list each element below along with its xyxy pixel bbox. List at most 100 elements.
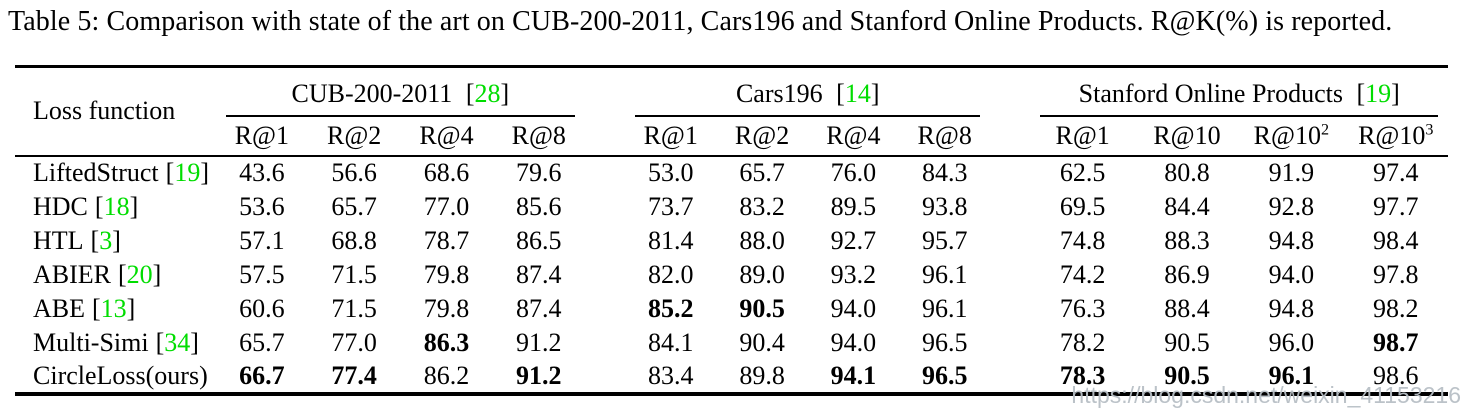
col-header-sup: 3	[1425, 120, 1434, 138]
metric-cell: 91.9	[1268, 158, 1315, 187]
metric-cell: 86.5	[516, 225, 562, 255]
metric-cell: 96.1	[921, 293, 968, 323]
metric-cell: 93.2	[830, 259, 877, 289]
citation: [19]	[1356, 78, 1400, 108]
citation: [28]	[465, 78, 510, 108]
metric-cell: 90.5	[1164, 360, 1210, 390]
metric-cell: 88.4	[1164, 293, 1210, 323]
citation: [18]	[94, 191, 139, 221]
table-row: HDC [18] 53.6 65.7 77.0 85.6 73.7 83.2 89…	[15, 190, 1448, 224]
group-gap	[585, 224, 625, 258]
metric-cell: 91.2	[516, 327, 562, 357]
metric-cell: 69.5	[1059, 191, 1106, 221]
metric-cell: 86.3	[423, 327, 470, 357]
metric-cell: 66.7	[239, 360, 285, 390]
col-header: R@2	[716, 116, 808, 157]
metric-cell: 86.9	[1164, 259, 1210, 289]
loss-function-header: Loss function	[15, 66, 216, 157]
group-gap	[584, 116, 626, 157]
metric-cell: 87.4	[516, 293, 562, 323]
metric-cell: 57.1	[239, 225, 285, 255]
group-gap	[990, 116, 1031, 157]
cub-cmidrule	[225, 114, 575, 117]
metric-cell: 87.4	[516, 259, 562, 289]
metric-cell: 94.0	[1268, 259, 1315, 289]
metric-cell: 97.7	[1373, 191, 1419, 221]
group-name: CUB-200-2011	[291, 78, 453, 108]
metric-cell: 98.4	[1373, 225, 1419, 255]
metric-cell: 90.4	[739, 327, 785, 357]
citation: [14]	[836, 78, 880, 108]
metric-cell: 88.3	[1164, 225, 1210, 255]
metric-cell: 90.5	[1164, 327, 1210, 357]
metric-cell: 84.1	[648, 327, 694, 357]
metric-cell: 96.5	[921, 360, 968, 390]
col-header: R@1	[1030, 116, 1135, 157]
metric-cell: 84.4	[1164, 191, 1210, 221]
metric-cell: 90.5	[739, 293, 785, 323]
row-label: ABE [13]	[33, 293, 136, 323]
metric-cell: 89.0	[739, 259, 785, 289]
watermark-url: https://blog.csdn.net/weixin_41153216	[1071, 382, 1461, 408]
col-header: R@8	[492, 116, 585, 157]
col-header: R@4	[400, 116, 493, 157]
metric-cell: 82.0	[648, 259, 694, 289]
metric-cell: 65.7	[739, 158, 785, 187]
metric-cell: 62.5	[1059, 158, 1106, 187]
metric-cell: 77.0	[331, 327, 377, 357]
group-gap	[990, 67, 1030, 117]
group-gap	[585, 326, 625, 360]
metric-cell: 94.0	[830, 293, 877, 323]
sop-cmidrule	[1040, 114, 1438, 117]
col-header: R@4	[807, 116, 900, 157]
metric-cell: 73.7	[648, 191, 694, 221]
metric-cell: 77.0	[423, 191, 470, 221]
metric-cell: 94.1	[830, 360, 877, 390]
metric-cell: 85.6	[516, 191, 562, 221]
metric-cell: 84.3	[921, 158, 968, 187]
metric-cell: 78.7	[423, 225, 470, 255]
metric-cell: 85.2	[648, 293, 694, 323]
metric-cell: 89.5	[830, 191, 877, 221]
metric-cell: 80.8	[1164, 158, 1210, 187]
citation: [20]	[118, 259, 162, 289]
metric-cell: 78.3	[1059, 360, 1106, 390]
metric-cell: 79.8	[423, 293, 470, 323]
table-row: Multi-Simi [34] 65.7 77.0 86.3 91.2 84.1 …	[15, 326, 1448, 360]
row-label: HTL [3]	[33, 225, 121, 255]
metric-cell: 83.2	[739, 191, 785, 221]
col-header: R@103	[1343, 116, 1448, 157]
metric-cell: 71.5	[331, 293, 377, 323]
citation: [3]	[90, 225, 121, 255]
metric-cell: 60.6	[239, 293, 285, 323]
citation: [34]	[155, 327, 199, 357]
metric-cell: 57.5	[239, 259, 285, 289]
col-header: R@1	[625, 116, 717, 157]
group-header-cars: Cars196 [14]	[625, 67, 990, 117]
group-gap	[585, 67, 625, 117]
metric-cell: 96.1	[921, 259, 968, 289]
row-label: HDC [18]	[33, 191, 139, 221]
col-header: R@1	[215, 116, 308, 157]
metric-cell: 53.0	[648, 158, 694, 187]
group-name: Stanford Online Products	[1078, 78, 1343, 108]
metric-cell: 74.8	[1059, 225, 1106, 255]
metric-cell: 76.0	[830, 158, 877, 187]
metric-cell: 94.8	[1268, 225, 1315, 255]
metric-cell: 53.6	[239, 191, 285, 221]
col-header: R@2	[308, 116, 401, 157]
row-label: LiftedStruct [19]	[33, 158, 209, 187]
col-header: R@102	[1239, 116, 1344, 157]
metric-cell: 97.4	[1373, 158, 1419, 187]
metric-cell: 78.2	[1059, 327, 1106, 357]
row-label: Multi-Simi [34]	[33, 327, 199, 357]
citation: [13]	[92, 293, 136, 323]
metric-cell: 98.7	[1373, 327, 1419, 357]
metric-cell: 65.7	[331, 191, 377, 221]
metric-cell: 68.8	[331, 225, 377, 255]
table-caption: Table 5: Comparison with state of the ar…	[8, 6, 1393, 37]
metric-cell: 92.7	[830, 225, 877, 255]
group-header-cub: CUB-200-2011 [28]	[216, 67, 585, 117]
metric-cell: 43.6	[239, 158, 285, 187]
metric-cell: 94.8	[1268, 293, 1315, 323]
